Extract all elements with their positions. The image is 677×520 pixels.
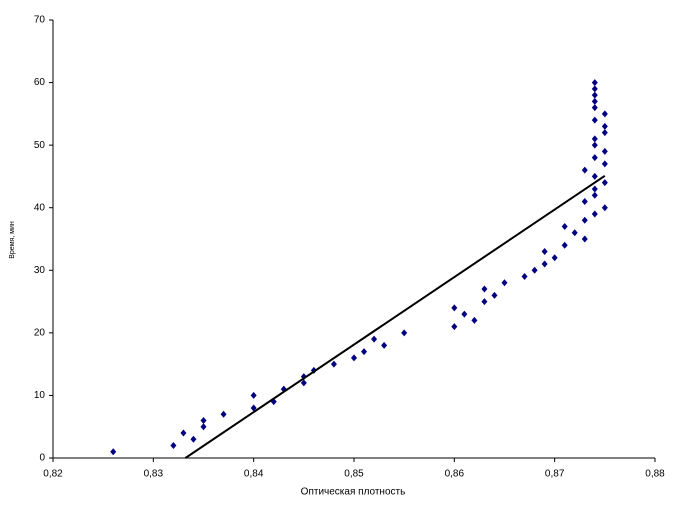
- point: [461, 310, 468, 318]
- point: [581, 235, 588, 243]
- point: [190, 435, 197, 443]
- point: [571, 229, 578, 237]
- point: [481, 298, 488, 306]
- point: [591, 185, 598, 193]
- point: [601, 160, 608, 168]
- x-tick-label: 0,84: [244, 469, 264, 480]
- point: [481, 285, 488, 293]
- y-tick-label: 20: [34, 327, 46, 338]
- point: [330, 360, 337, 368]
- point: [110, 448, 117, 456]
- x-tick-label: 0,87: [545, 469, 565, 480]
- x-tick-label: 0,85: [344, 469, 364, 480]
- point: [300, 379, 307, 387]
- point: [531, 266, 538, 274]
- point: [591, 141, 598, 149]
- point: [591, 172, 598, 180]
- point: [491, 291, 498, 299]
- y-tick-label: 70: [34, 15, 46, 26]
- y-tick-label: 10: [34, 390, 46, 401]
- point: [371, 335, 378, 343]
- point: [591, 191, 598, 199]
- point: [541, 248, 548, 256]
- y-tick-label: 40: [34, 202, 46, 213]
- point: [601, 129, 608, 137]
- point: [200, 423, 207, 431]
- point: [561, 222, 568, 230]
- point: [471, 316, 478, 324]
- point: [591, 79, 598, 87]
- point: [591, 97, 598, 105]
- point: [541, 260, 548, 268]
- y-tick-label: 60: [34, 77, 46, 88]
- point: [361, 348, 368, 356]
- point: [591, 104, 598, 112]
- y-tick-label: 30: [34, 265, 46, 276]
- point: [591, 85, 598, 93]
- x-tick-label: 0,83: [144, 469, 164, 480]
- point: [601, 179, 608, 187]
- point: [601, 147, 608, 155]
- point: [591, 116, 598, 124]
- trendline: [184, 174, 606, 459]
- point: [381, 341, 388, 349]
- point: [601, 110, 608, 118]
- point: [250, 391, 257, 399]
- x-tick-label: 0,82: [43, 469, 63, 480]
- point: [591, 91, 598, 99]
- point: [581, 216, 588, 224]
- point: [351, 354, 357, 362]
- point: [601, 204, 608, 212]
- y-tick-label: 50: [34, 140, 46, 151]
- point: [200, 416, 207, 424]
- point: [591, 135, 598, 143]
- point: [521, 273, 528, 281]
- point: [561, 241, 568, 249]
- point: [250, 404, 257, 412]
- point: [180, 429, 187, 437]
- point: [501, 279, 508, 287]
- point: [601, 122, 608, 130]
- point: [581, 197, 588, 205]
- point: [581, 166, 588, 174]
- point: [591, 154, 598, 162]
- point: [591, 210, 598, 218]
- x-tick-label: 0,88: [645, 469, 665, 480]
- point: [401, 329, 408, 337]
- y-axis-label: Время, мин: [9, 221, 16, 259]
- point: [220, 410, 227, 418]
- x-tick-label: 0,86: [445, 469, 465, 480]
- point: [451, 304, 458, 312]
- x-axis-label: Оптическая плотность: [301, 487, 406, 498]
- y-tick-label: 0: [39, 453, 45, 464]
- point: [451, 323, 458, 331]
- point: [551, 254, 558, 262]
- point: [170, 441, 177, 449]
